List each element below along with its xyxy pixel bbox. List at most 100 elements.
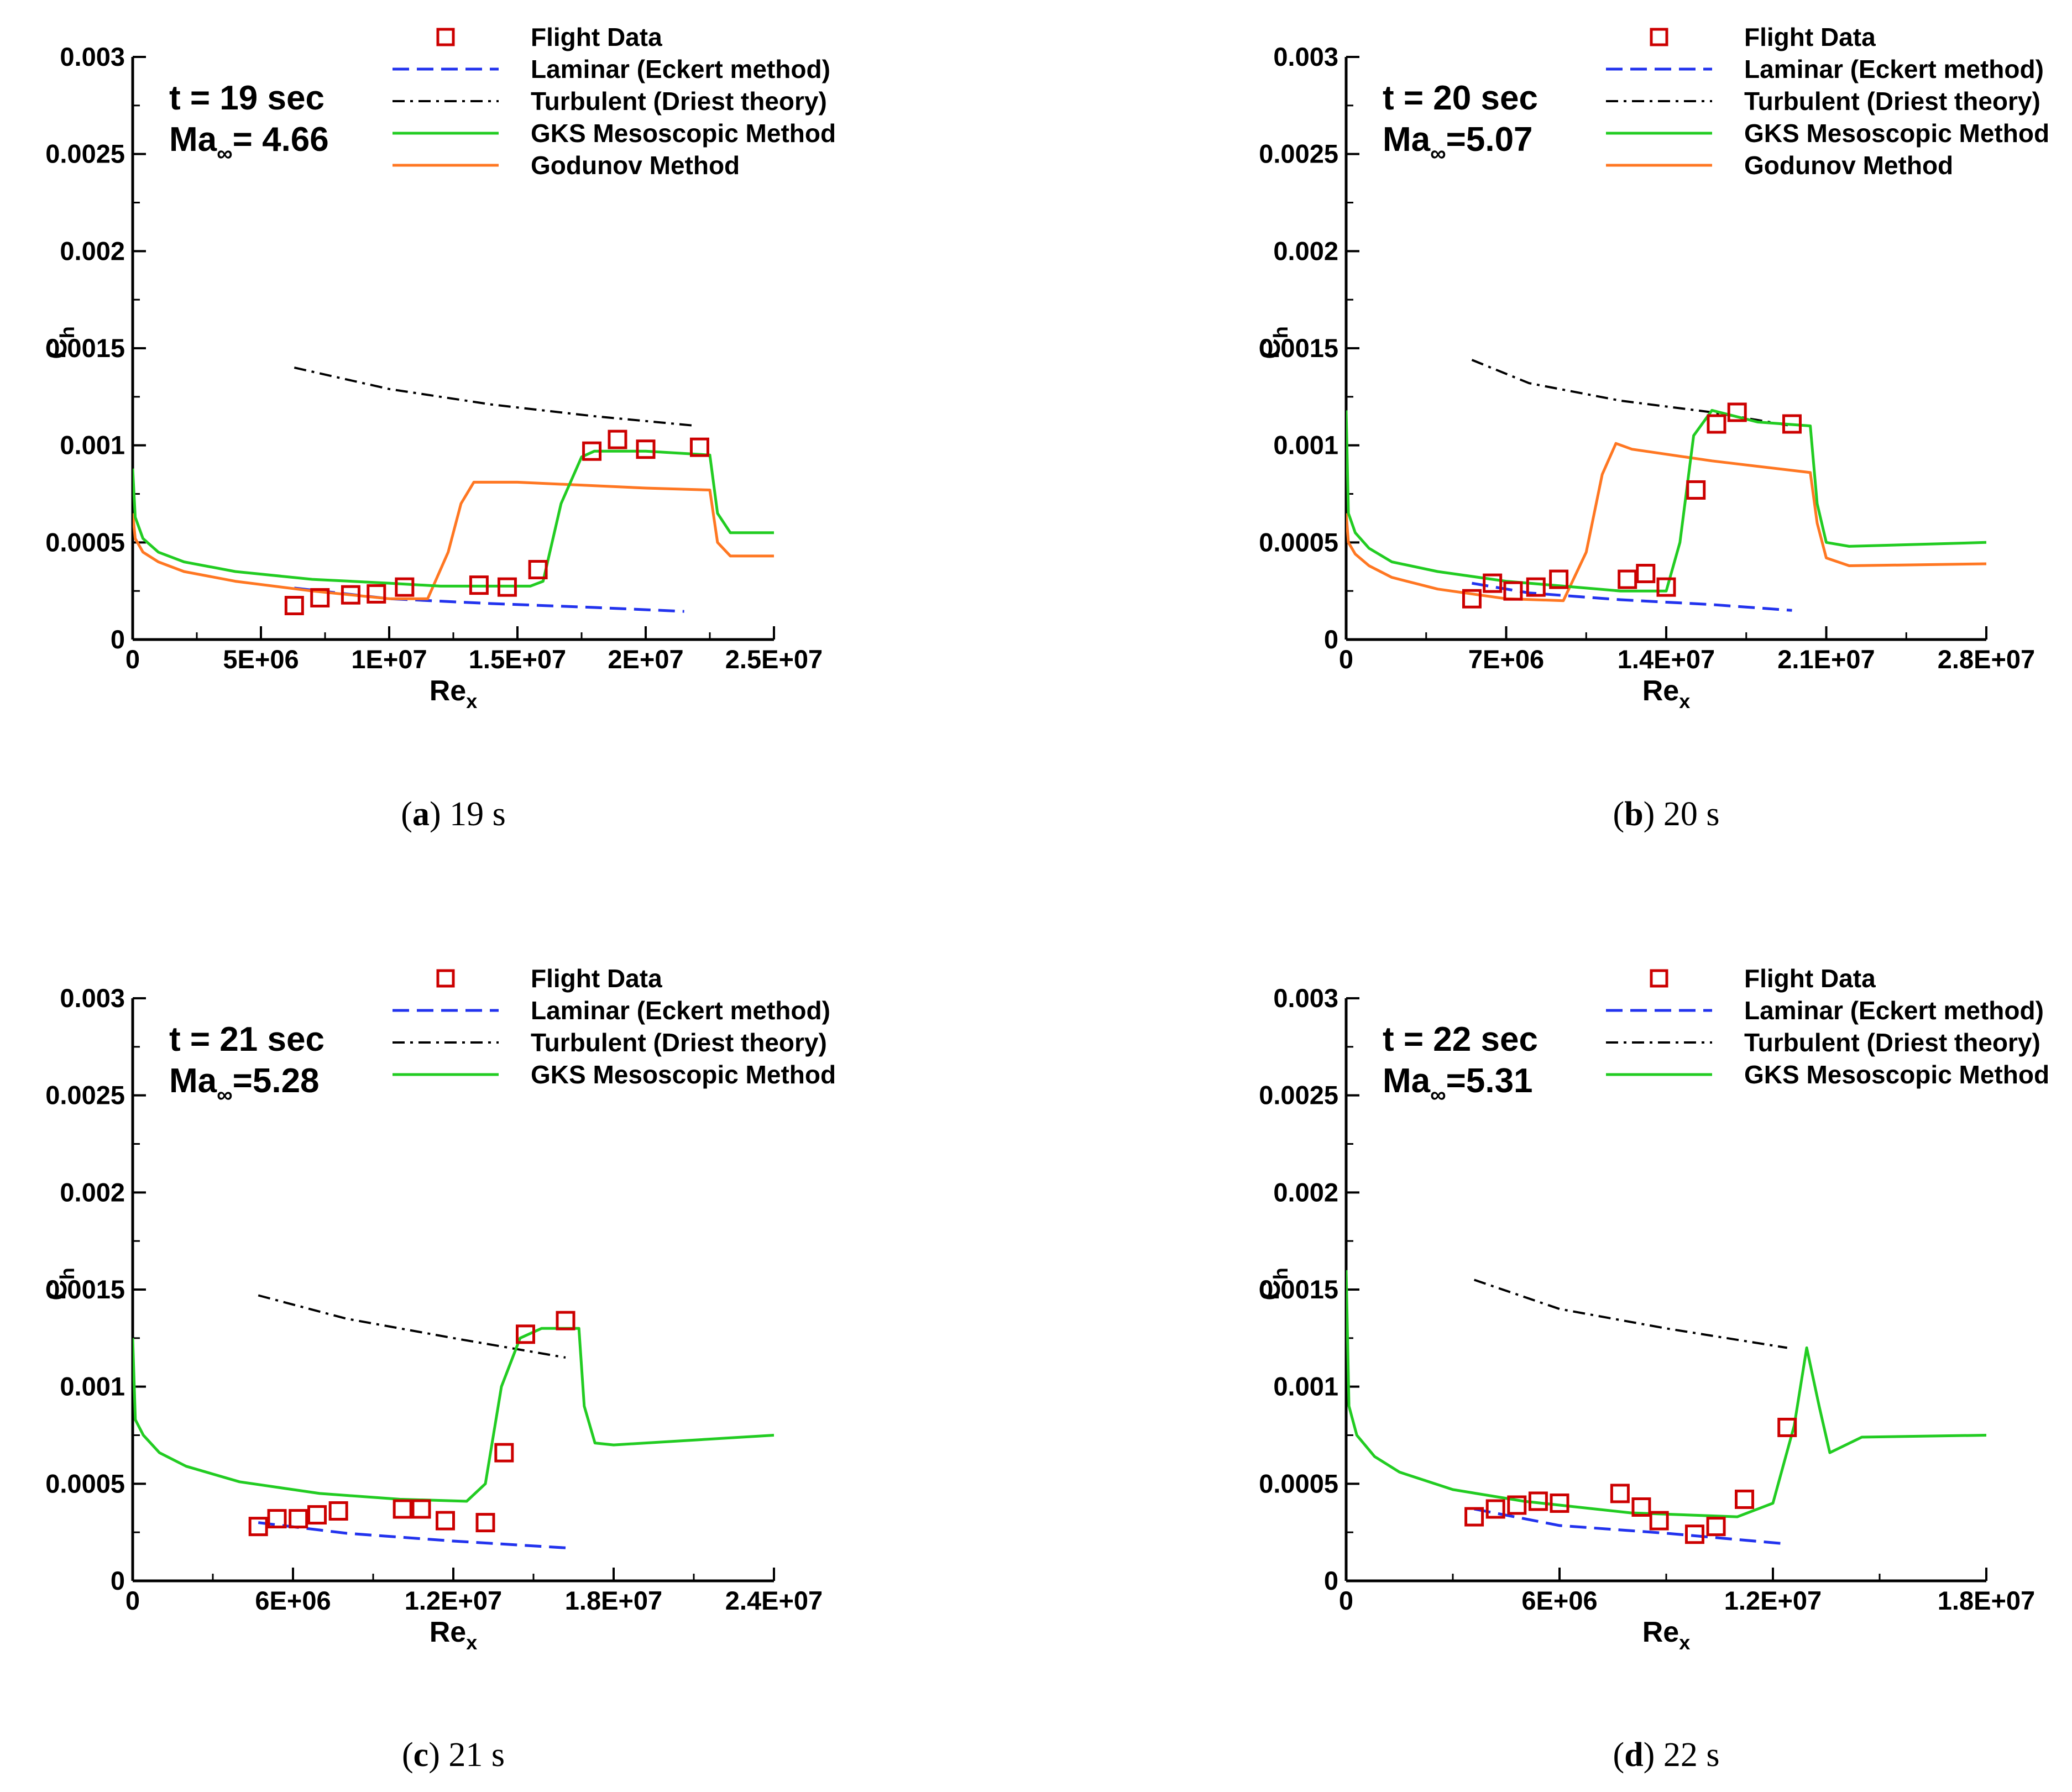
flight-data-point bbox=[689, 437, 709, 457]
x-tick-label: 2.1E+07 bbox=[1777, 645, 1875, 674]
legend-label: Laminar (Eckert method) bbox=[1744, 996, 2044, 1025]
legend-label: GKS Mesoscopic Method bbox=[531, 119, 836, 148]
flight-data-point bbox=[267, 1509, 287, 1529]
x-tick-label: 1.2E+07 bbox=[1724, 1586, 1822, 1615]
flight-data-point bbox=[307, 1505, 327, 1525]
x-tick-label: 1.2E+07 bbox=[405, 1586, 502, 1615]
flight-data-point bbox=[1727, 402, 1747, 422]
flight-data-point bbox=[1782, 414, 1802, 434]
y-tick-label: 0.001 bbox=[60, 431, 125, 460]
y-tick-label: 0.0015 bbox=[45, 1275, 125, 1304]
legend-label: Laminar (Eckert method) bbox=[531, 55, 830, 83]
time-annotation: t = 20 sec bbox=[1383, 79, 1538, 117]
y-axis-label: Ch bbox=[41, 326, 79, 359]
mach-annotation: Ma∞=5.31 bbox=[1383, 1062, 1533, 1107]
flight-data-point bbox=[469, 575, 489, 595]
flight-data-point bbox=[1684, 1524, 1704, 1544]
flight-data-point bbox=[1483, 573, 1503, 593]
x-tick-label: 0 bbox=[125, 1586, 140, 1615]
gks-curve bbox=[1346, 408, 1986, 593]
x-tick-label: 0 bbox=[1339, 1586, 1353, 1615]
flight-data-point bbox=[1707, 414, 1726, 434]
x-tick-label: 1.4E+07 bbox=[1618, 645, 1715, 674]
y-tick-label: 0.0025 bbox=[1259, 1081, 1338, 1110]
time-annotation: t = 22 sec bbox=[1383, 1020, 1538, 1059]
legend-flight-marker bbox=[1650, 969, 1668, 988]
legend-label: Laminar (Eckert method) bbox=[1744, 55, 2044, 83]
y-tick-label: 0.003 bbox=[1273, 42, 1338, 71]
y-tick-label: 0.0005 bbox=[45, 1469, 125, 1498]
x-tick-label: 6E+06 bbox=[255, 1586, 331, 1615]
flight-data-point bbox=[1777, 1417, 1797, 1437]
flight-data-point bbox=[608, 429, 627, 449]
legend-label: Turbulent (Driest theory) bbox=[1744, 87, 2040, 116]
gks-curve bbox=[1346, 1270, 1986, 1518]
godunov-curve bbox=[133, 480, 774, 600]
turbulent-curve bbox=[1473, 1278, 1788, 1349]
legend-flight-marker bbox=[436, 969, 455, 988]
legend-label: Godunov Method bbox=[531, 151, 740, 180]
subfigure-caption: (d) 22 s bbox=[1613, 1736, 1720, 1774]
flight-data-point bbox=[475, 1513, 495, 1533]
flight-data-point bbox=[289, 1509, 308, 1529]
y-tick-label: 0.0015 bbox=[45, 333, 125, 363]
legend-label: Godunov Method bbox=[1744, 151, 1953, 180]
flight-data-point bbox=[1636, 564, 1656, 584]
legend-label: Flight Data bbox=[1744, 23, 1876, 51]
flight-data-point bbox=[310, 588, 330, 607]
flight-data-point bbox=[393, 1499, 412, 1519]
x-tick-label: 2E+07 bbox=[608, 645, 683, 674]
y-tick-label: 0.0025 bbox=[45, 139, 125, 169]
turbulent-curve bbox=[1471, 359, 1792, 427]
turbulent-curve bbox=[258, 1294, 566, 1359]
legend-flight-marker bbox=[1650, 28, 1668, 46]
time-annotation: t = 19 sec bbox=[169, 79, 325, 117]
legend-label: Flight Data bbox=[1744, 964, 1876, 993]
gks-curve bbox=[133, 1327, 774, 1503]
x-tick-label: 0 bbox=[125, 645, 140, 674]
flight-data-point bbox=[1528, 1491, 1548, 1511]
x-axis-label: Rex bbox=[1642, 675, 1691, 712]
y-tick-label: 0.001 bbox=[1273, 431, 1338, 460]
flight-data-point bbox=[1464, 1507, 1484, 1527]
turbulent-curve bbox=[294, 366, 697, 427]
flight-data-point bbox=[1706, 1517, 1726, 1537]
flight-data-point bbox=[341, 585, 360, 605]
x-tick-label: 1.8E+07 bbox=[1938, 1586, 2035, 1615]
flight-data-point bbox=[284, 596, 304, 616]
flight-data-point bbox=[497, 577, 517, 597]
y-tick-label: 0.002 bbox=[1273, 236, 1338, 265]
time-annotation: t = 21 sec bbox=[169, 1020, 325, 1059]
chart-panel-c: 0 0.0005 0.001 0.0015 0.002 0.0025 0.003 0 6E+06… bbox=[41, 964, 836, 1774]
chart-panel-a: 0 0.0005 0.001 0.0015 0.002 0.0025 0.003 0 5E+06… bbox=[41, 23, 836, 833]
flight-data-point bbox=[411, 1499, 431, 1519]
y-tick-label: 0.0005 bbox=[45, 527, 125, 557]
flight-data-point bbox=[1549, 569, 1569, 589]
y-tick-label: 0.003 bbox=[60, 42, 125, 71]
x-tick-label: 7E+06 bbox=[1468, 645, 1544, 674]
x-tick-label: 5E+06 bbox=[223, 645, 299, 674]
x-tick-label: 2.4E+07 bbox=[725, 1586, 823, 1615]
y-tick-label: 0 bbox=[1324, 1566, 1338, 1595]
legend-label: Flight Data bbox=[531, 23, 662, 51]
flight-data-point bbox=[556, 1311, 575, 1330]
legend-label: Flight Data bbox=[531, 964, 662, 993]
flight-data-point bbox=[1656, 577, 1676, 597]
godunov-curve bbox=[1346, 442, 1986, 602]
x-axis-label: Rex bbox=[430, 675, 478, 712]
y-tick-label: 0.003 bbox=[60, 983, 125, 1013]
x-tick-label: 2.8E+07 bbox=[1938, 645, 2035, 674]
y-tick-label: 0.002 bbox=[1273, 1177, 1338, 1207]
y-tick-label: 0.002 bbox=[60, 236, 125, 265]
y-tick-label: 0.0025 bbox=[45, 1081, 125, 1110]
x-tick-label: 2.5E+07 bbox=[725, 645, 823, 674]
laminar-curve bbox=[258, 1521, 566, 1549]
flight-data-point bbox=[1610, 1484, 1630, 1503]
legend-label: Turbulent (Driest theory) bbox=[531, 87, 827, 116]
laminar-curve bbox=[294, 586, 684, 613]
legend-label: Laminar (Eckert method) bbox=[531, 996, 830, 1025]
y-tick-label: 0.0015 bbox=[1259, 333, 1338, 363]
flight-data-point bbox=[494, 1443, 514, 1463]
y-tick-label: 0.003 bbox=[1273, 983, 1338, 1013]
